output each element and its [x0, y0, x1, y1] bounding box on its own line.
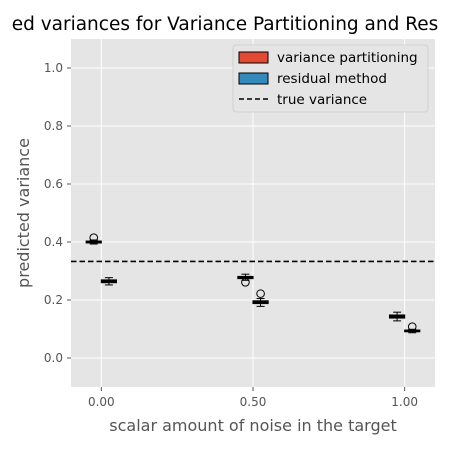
- y-tick-label: 1.0: [44, 61, 63, 75]
- x-tick-label: 0.00: [88, 395, 115, 409]
- box-residual-method: [252, 289, 269, 307]
- y-tick-label: 0.6: [44, 177, 63, 191]
- grid: [71, 39, 435, 387]
- x-axis-ticks: 0.00 0.50 1.00: [88, 387, 418, 409]
- legend-swatch-residual-method: [238, 72, 269, 85]
- x-axis-label: scalar amount of noise in the target: [109, 416, 396, 435]
- y-axis-ticks: 0.0 0.2 0.4 0.6 0.8 1.0: [44, 61, 71, 365]
- y-tick-label: 0.8: [44, 119, 63, 133]
- legend: variance partitioning residual method tr…: [232, 44, 429, 113]
- y-tick-label: 0.2: [44, 293, 63, 307]
- box-residual-method: [100, 277, 118, 286]
- legend-frame: [232, 44, 429, 113]
- box-flier: [407, 322, 417, 331]
- y-tick-label: 0.4: [44, 235, 63, 249]
- boxplot-layer: [85, 233, 421, 334]
- box-flier: [241, 278, 250, 287]
- x-tick-label: 1.00: [391, 395, 418, 409]
- box-flier: [89, 233, 99, 242]
- x-tick-label: 0.50: [240, 395, 267, 409]
- chart-title: ed variances for Variance Partitioning a…: [12, 14, 439, 35]
- legend-label-true-variance: true variance: [277, 92, 367, 108]
- box-variance-partitioning: [85, 233, 102, 245]
- legend-label-variance-partitioning: variance partitioning: [277, 50, 418, 66]
- y-tick-label: 0.0: [44, 351, 63, 365]
- legend-swatch-variance-partitioning: [238, 51, 269, 64]
- box-residual-method: [404, 322, 421, 334]
- box-variance-partitioning: [237, 273, 254, 287]
- box-flier: [256, 289, 265, 298]
- y-axis-label: predicted variance: [14, 138, 33, 288]
- legend-label-residual-method: residual method: [277, 71, 387, 87]
- box-variance-partitioning: [388, 311, 406, 322]
